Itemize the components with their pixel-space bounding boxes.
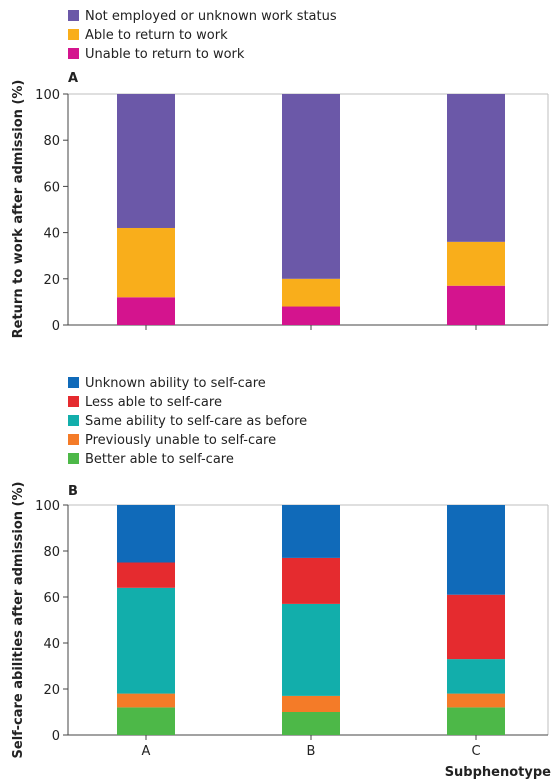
bar-segment	[282, 94, 340, 279]
legend-label: Less able to self-care	[85, 395, 222, 410]
bar-segment	[447, 659, 505, 694]
bar-segment	[282, 712, 340, 735]
bar-segment	[117, 505, 175, 563]
y-tick-label: 20	[43, 683, 60, 698]
bar-segment	[117, 227, 175, 298]
legend-label: Unknown ability to self-care	[85, 376, 266, 391]
y-tick-label: 20	[43, 273, 60, 288]
legend-label: Able to return to work	[85, 28, 228, 43]
y-tick-label: 80	[43, 545, 60, 560]
legend-label: Previously unable to self-care	[85, 433, 276, 448]
x-axis-title: Subphenotype	[445, 765, 551, 780]
y-axis-title: Return to work after admission (%)	[11, 80, 26, 339]
y-tick-label: 0	[52, 319, 60, 334]
bar-segment	[447, 94, 505, 242]
bar-segment	[282, 603, 340, 696]
legend-swatch	[68, 434, 79, 445]
legend-label: Same ability to self-care as before	[85, 414, 307, 429]
bar-segment	[447, 594, 505, 660]
bar-segment	[117, 297, 175, 325]
y-axis-title: Self-care abilities after admission (%)	[11, 482, 26, 759]
y-tick-label: 100	[35, 88, 60, 103]
y-tick-label: 0	[52, 729, 60, 744]
bar-segment	[282, 695, 340, 712]
bar-segment	[117, 94, 175, 228]
y-tick-label: 60	[43, 591, 60, 606]
legend-label: Not employed or unknown work status	[85, 9, 337, 24]
legend-label: Better able to self-care	[85, 452, 234, 467]
bar-segment	[447, 241, 505, 286]
bar-segment	[117, 587, 175, 694]
legend-swatch	[68, 377, 79, 388]
y-tick-label: 60	[43, 180, 60, 195]
x-tick-label: C	[471, 744, 480, 759]
bar-segment	[117, 693, 175, 708]
bar-segment	[282, 557, 340, 604]
legend-swatch	[68, 415, 79, 426]
legend-swatch	[68, 29, 79, 40]
legend-swatch	[68, 48, 79, 59]
bar-segment	[447, 285, 505, 325]
bar-segment	[117, 562, 175, 588]
y-tick-label: 100	[35, 499, 60, 514]
bar-segment	[282, 306, 340, 325]
y-tick-label: 80	[43, 134, 60, 149]
y-tick-label: 40	[43, 227, 60, 242]
bar-segment	[447, 693, 505, 708]
bar-segment	[282, 278, 340, 307]
panel-letter: A	[68, 71, 78, 86]
x-tick-label: B	[307, 744, 316, 759]
x-tick-label: A	[142, 744, 151, 759]
bar-segment	[117, 707, 175, 735]
legend-swatch	[68, 453, 79, 464]
panel-letter: B	[68, 484, 78, 499]
legend-swatch	[68, 396, 79, 407]
y-tick-label: 40	[43, 637, 60, 652]
legend-swatch	[68, 10, 79, 21]
bar-segment	[447, 505, 505, 595]
bar-segment	[282, 505, 340, 558]
bar-segment	[447, 707, 505, 735]
legend-label: Unable to return to work	[85, 47, 245, 62]
